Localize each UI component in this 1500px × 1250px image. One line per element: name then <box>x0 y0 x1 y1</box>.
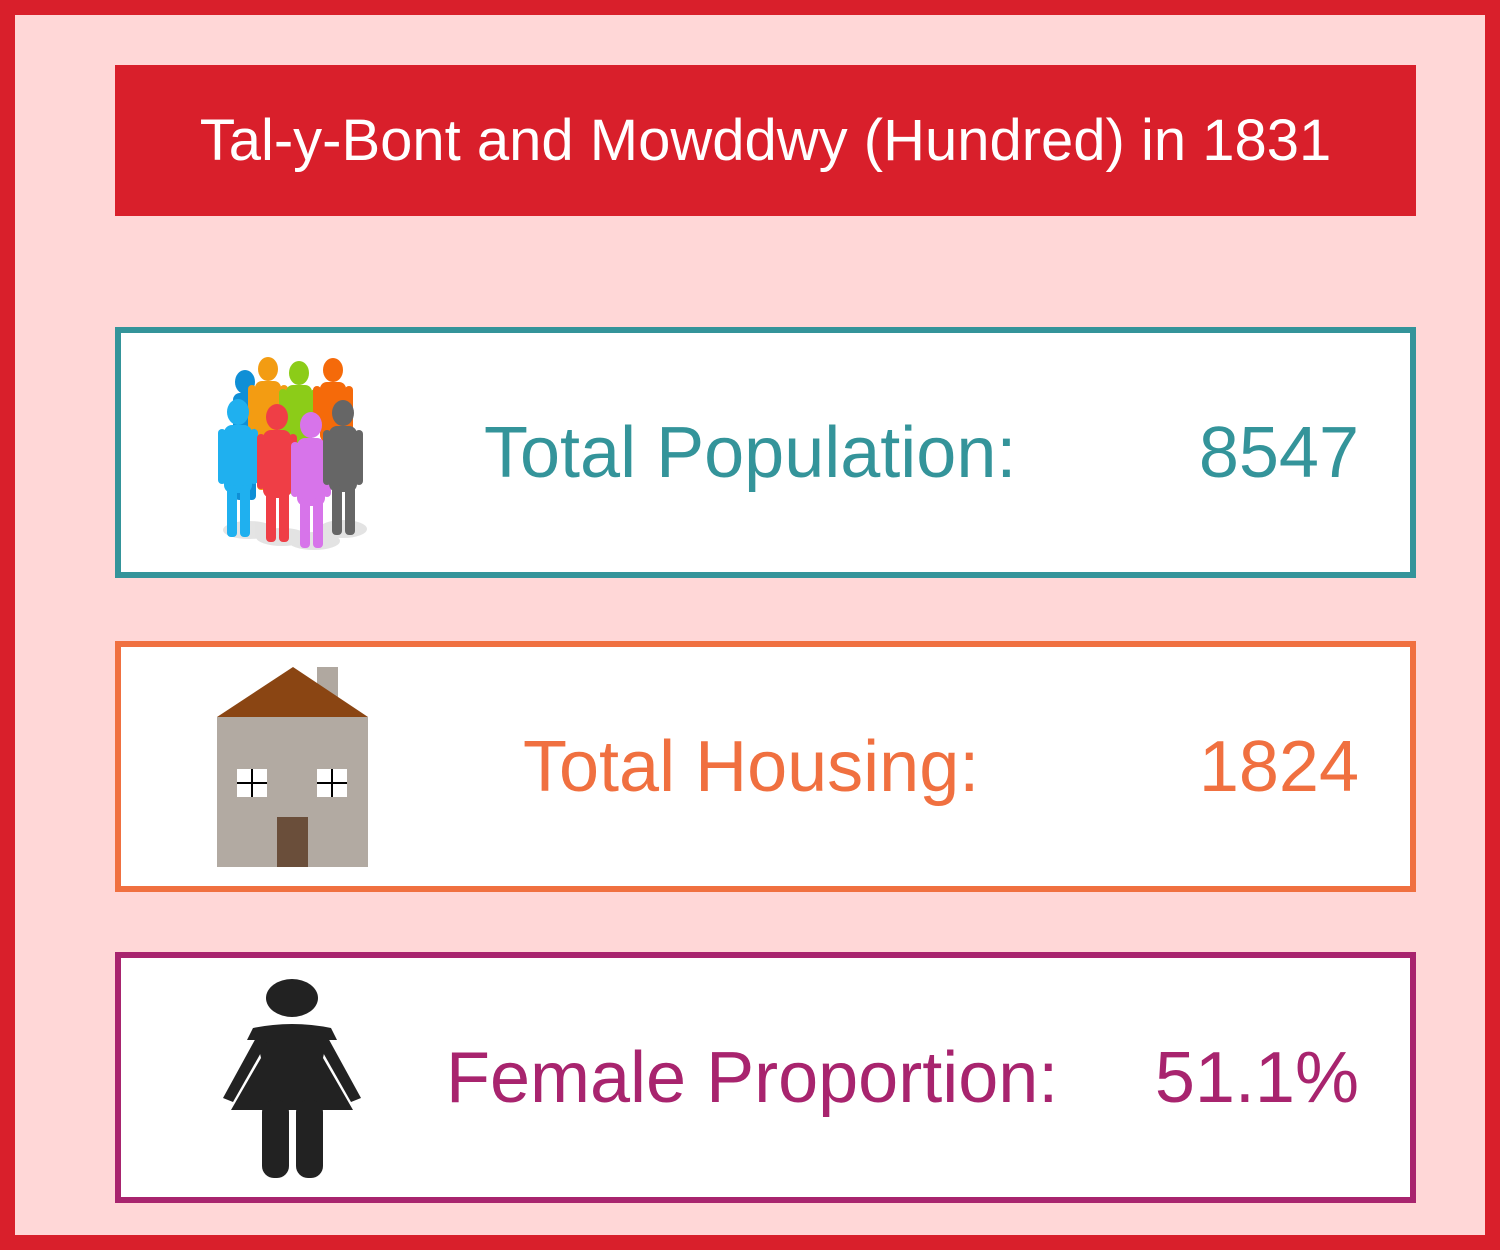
female-value: 51.1% <box>1154 1037 1359 1118</box>
female-label: Female Proportion: <box>446 1037 1059 1118</box>
population-label: Total Population: <box>484 412 1017 493</box>
housing-value: 1824 <box>1198 726 1359 807</box>
housing-label: Total Housing: <box>523 726 980 807</box>
people-group-icon <box>218 357 367 550</box>
woman-icon <box>223 979 361 1178</box>
title-banner: Tal-y-Bont and Mowddwy (Hundred) in 1831 <box>115 65 1416 216</box>
population-value: 8547 <box>1198 412 1359 493</box>
population-card: Total Population: 8547 <box>115 327 1416 578</box>
housing-card: Total Housing: 1824 <box>115 641 1416 892</box>
page-title: Tal-y-Bont and Mowddwy (Hundred) in 1831 <box>199 108 1332 173</box>
house-icon <box>217 667 368 867</box>
female-card: Female Proportion: 51.1% <box>115 952 1416 1203</box>
